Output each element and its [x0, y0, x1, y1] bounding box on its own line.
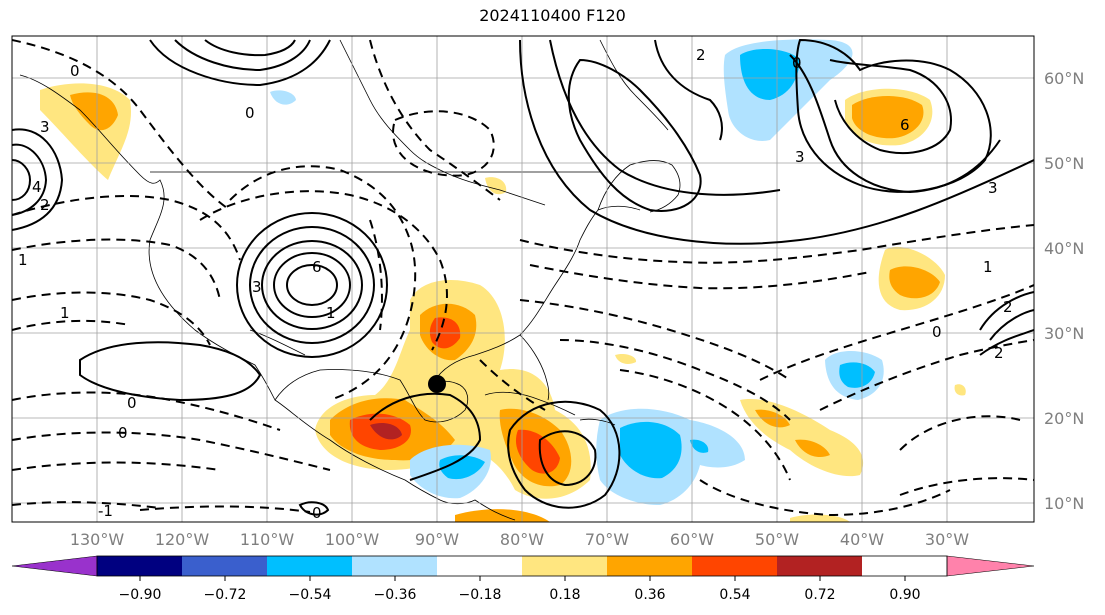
colorbar-swatch [182, 556, 267, 576]
contour-label: 2 [994, 344, 1004, 362]
contour-label: 0 [932, 323, 942, 341]
lat-label: 30°N [1044, 324, 1084, 343]
contour-label: 3 [40, 118, 50, 136]
colorbar-swatch [692, 556, 777, 576]
lon-label: 30°W [925, 530, 969, 549]
colorbar-extend-left [11, 555, 98, 577]
lat-label: 60°N [1044, 69, 1084, 88]
lon-label: 110°W [240, 530, 295, 549]
colorbar-swatch [777, 556, 862, 576]
contour-label: 3 [988, 179, 998, 197]
lon-label: 130°W [70, 530, 125, 549]
colorbar-tick-label: 0.36 [634, 587, 665, 603]
lon-label: 40°W [840, 530, 884, 549]
colorbar-tick-label: 0.90 [889, 587, 920, 603]
contour-label: 0 [70, 62, 80, 80]
lat-label: 50°N [1044, 154, 1084, 173]
colorbar-tick-label: −0.36 [374, 587, 417, 603]
colorbar-tick-label: 0.54 [719, 587, 750, 603]
colorbar-tick-label: −0.72 [204, 587, 247, 603]
contour-labels: 0 3 4 0 1 2 1 0 6 3 1 0 0 -1 6 3 2 0 1 3… [18, 46, 1013, 522]
lat-label: 40°N [1044, 239, 1084, 258]
dashed-contours [12, 39, 1034, 517]
colorbar-swatch [97, 556, 182, 576]
colorbar-swatch [352, 556, 437, 576]
lon-label: 50°W [755, 530, 799, 549]
contour-label: 3 [252, 278, 262, 296]
colorbar-ticks [139, 576, 906, 581]
colorbar-swatch [607, 556, 692, 576]
contour-label: 0 [245, 104, 255, 122]
lon-label: 120°W [155, 530, 210, 549]
contour-label: 6 [900, 116, 910, 134]
colorbar-tick-label: 0.72 [804, 587, 835, 603]
colorbar: −0.90 −0.72 −0.54 −0.36 −0.18 0.18 0.36 … [11, 555, 1035, 603]
contour-label: 0 [118, 424, 128, 442]
lat-label: 10°N [1044, 494, 1084, 513]
contour-label: 0 [127, 394, 137, 412]
contour-label: -1 [98, 502, 113, 520]
lon-label: 100°W [325, 530, 380, 549]
contour-label: 1 [18, 251, 28, 269]
colorbar-tick-label: 0.18 [549, 587, 580, 603]
colorbar-swatch [267, 556, 352, 576]
colorbar-swatch [522, 556, 607, 576]
contour-label: 3 [795, 148, 805, 166]
colorbar-swatch [437, 556, 522, 576]
map-title: 2024110400 F120 [479, 6, 626, 25]
longitude-labels: 130°W 120°W 110°W 100°W 90°W 80°W 70°W 6… [70, 530, 969, 549]
location-marker [428, 375, 446, 393]
contour-label: 4 [32, 178, 42, 196]
gridlines [12, 36, 1034, 522]
lon-label: 80°W [500, 530, 544, 549]
contour-label: 0 [312, 504, 322, 522]
lon-label: 90°W [415, 530, 459, 549]
contour-label: 1 [983, 258, 993, 276]
contour-label: 2 [1003, 298, 1013, 316]
contour-label: 1 [326, 304, 336, 322]
colorbar-tick-label: −0.90 [119, 587, 162, 603]
latitude-labels: 60°N 50°N 40°N 30°N 20°N 10°N [1044, 69, 1084, 513]
contour-label: 2 [40, 196, 50, 214]
lon-label: 60°W [670, 530, 714, 549]
contour-label: 1 [60, 304, 70, 322]
colorbar-tick-label: −0.54 [289, 587, 332, 603]
contour-label: 0 [792, 54, 802, 72]
negative-shading [270, 39, 884, 505]
contour-label: 2 [696, 46, 706, 64]
lon-label: 70°W [585, 530, 629, 549]
contour-label: 6 [312, 258, 322, 276]
colorbar-tick-label: −0.18 [459, 587, 502, 603]
lat-label: 20°N [1044, 409, 1084, 428]
colorbar-extend-right [946, 555, 1035, 577]
